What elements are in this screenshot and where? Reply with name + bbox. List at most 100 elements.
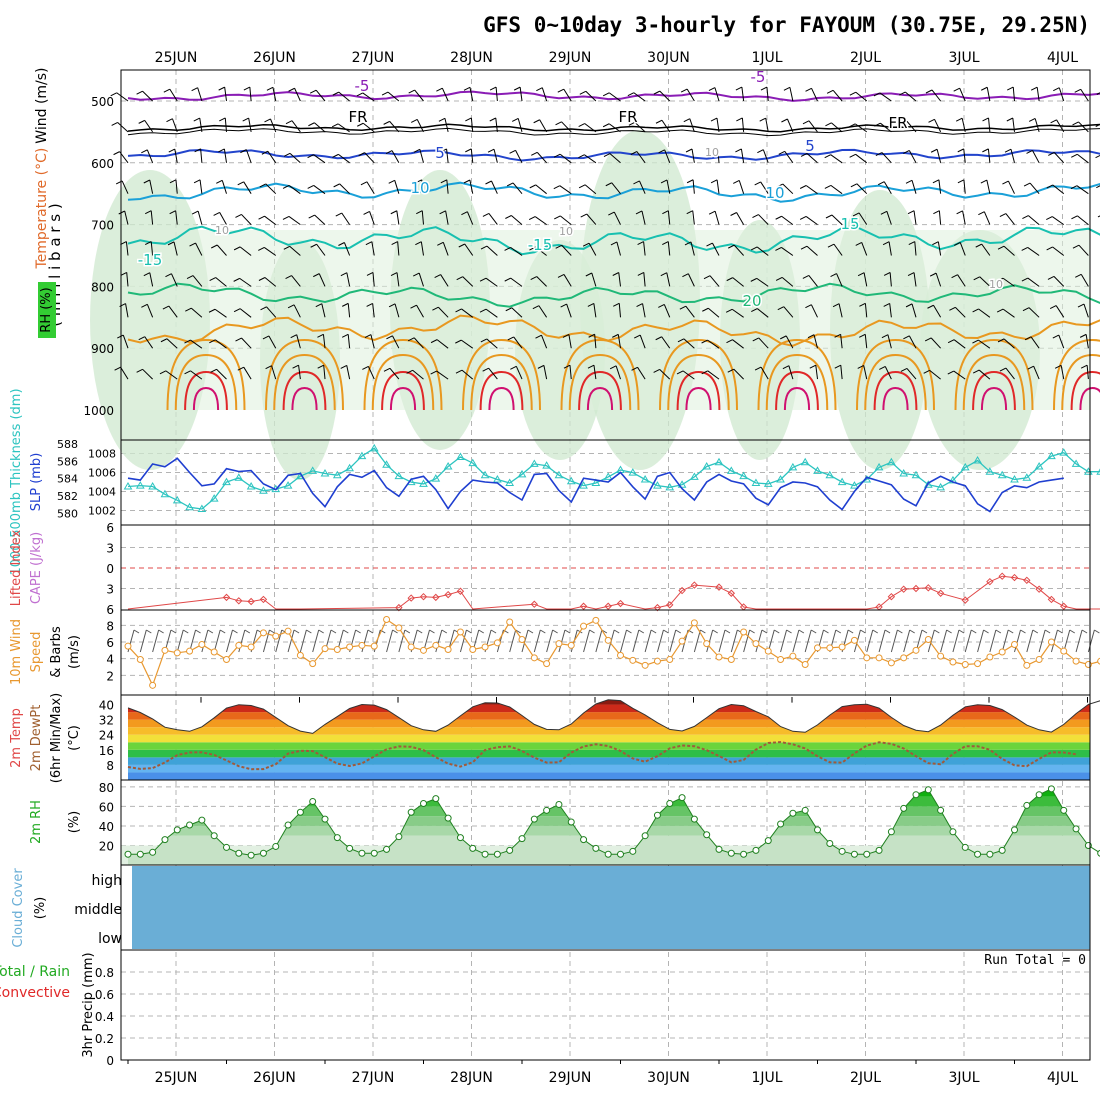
wind-barb (362, 92, 375, 102)
wind-barb (981, 243, 991, 256)
wind-barb (245, 149, 252, 163)
thickness-line-point (948, 475, 958, 484)
pressure-tick-label: 900 (91, 342, 114, 356)
wind10-barb (176, 629, 184, 653)
wind-barb-flag (653, 90, 661, 95)
wind-speed-line-point (346, 643, 354, 651)
wind-barb-flag (686, 179, 694, 184)
temp-contour-surface (783, 386, 811, 411)
wind-barb (618, 303, 621, 318)
wind-barb-flag (143, 272, 151, 277)
wind-barb (446, 148, 449, 163)
wind-barb (510, 246, 523, 256)
wind-barb-flag (927, 304, 934, 309)
wind-barb-flag (184, 339, 191, 344)
rh-line-point (900, 804, 908, 812)
date-label-top: 3JUL (948, 50, 979, 66)
wind-barb (806, 245, 818, 256)
cloud-level-middle: middle (74, 902, 122, 918)
wind-barb-flag (213, 211, 220, 216)
wind10-barb-flag (909, 629, 915, 634)
wind-barb (1078, 121, 1089, 133)
wind-barb-flag (883, 302, 890, 307)
wind-barb-flag (455, 339, 462, 344)
wind-barb (690, 241, 695, 256)
wind-barb-flag (996, 277, 1004, 282)
thickness-line-point (837, 477, 847, 486)
wind10-barb-flag (1007, 629, 1014, 634)
wind-barb (741, 117, 745, 132)
li-tick-label: 0 (106, 562, 114, 576)
wind-barb-flag (562, 333, 570, 338)
wind-speed-line-point (604, 636, 612, 644)
wind-barb-flag (832, 303, 840, 308)
wind-barb (216, 368, 227, 380)
contour-label: 10 (215, 224, 229, 237)
date-label-bottom: 25JUN (155, 1070, 198, 1086)
wind-barb-flag (825, 214, 833, 219)
wind-barb-flag (855, 241, 862, 246)
wind-speed-line-point (1097, 657, 1100, 665)
wind-barb (416, 119, 424, 133)
temp-ylabel-a: 2m Temp (9, 708, 24, 768)
contour-label: 5 (435, 144, 445, 162)
thickness-line-point (542, 461, 551, 469)
wind10-barb (533, 629, 541, 653)
wind-barb (987, 148, 991, 163)
wind10-barb-flag (146, 629, 152, 634)
wind-barb (806, 153, 818, 164)
wind-barb (933, 304, 942, 318)
wind-barb-flag (706, 242, 713, 247)
wind-barb (293, 304, 301, 318)
temp-color-band (128, 742, 1090, 750)
temp-contour-surface (192, 386, 220, 411)
wind-barb-flag (208, 308, 216, 313)
wind-barb (241, 337, 252, 349)
wind-barb-flag (310, 243, 317, 248)
rh-line-point (924, 786, 932, 794)
cape-ylabel-li: Lifted Index (9, 529, 24, 606)
wind-barb-flag (536, 87, 543, 92)
wind-barb (1005, 367, 1015, 380)
contour-label: FR (618, 108, 637, 126)
wind-barb-flag (1095, 154, 1100, 159)
temp-color-band (128, 749, 1090, 758)
wind-barb-flag (997, 245, 1005, 250)
wind-barb-flag (439, 210, 446, 215)
wind10-barb (583, 629, 591, 653)
date-label-top: 1JUL (751, 50, 782, 66)
wind-barb-flag (163, 88, 171, 93)
wind-barb (692, 210, 695, 225)
temp-tick-label: 24 (99, 729, 114, 743)
wind-barb-flag (237, 366, 245, 371)
wind-barb-flag (507, 336, 514, 341)
wind10-barb (989, 629, 997, 653)
wind-barb (717, 148, 720, 163)
wind-barb-flag (777, 306, 785, 311)
wind-barb (338, 91, 350, 102)
wind-barb-flag (628, 121, 636, 126)
wind-barb-flag (141, 303, 148, 308)
wind-barb-flag (899, 91, 906, 96)
wind-barb (197, 210, 203, 225)
wind-barb-flag (266, 86, 274, 91)
wind-barb (469, 179, 474, 194)
thickness-line-point (135, 481, 145, 489)
wind-barb-flag (309, 89, 317, 94)
wind-barb (584, 184, 597, 195)
wind-barb-flag (849, 91, 857, 96)
wind10-barb (866, 629, 874, 653)
wind-barb (781, 215, 794, 226)
wind-barb-flag (194, 148, 201, 153)
wind-barb-flag (655, 119, 663, 124)
date-label-bottom: 1JUL (751, 1070, 782, 1086)
wind-barb (142, 368, 153, 380)
wind-speed-line-point (1072, 657, 1080, 665)
wind-barb-flag (1047, 275, 1055, 280)
wind10-barb (632, 629, 640, 653)
wind10-barb (656, 629, 664, 653)
wind-barb-flag (827, 243, 835, 248)
wind-barb (758, 337, 769, 349)
wind-barb-flag (830, 273, 837, 277)
wind-barb-flag (553, 153, 561, 158)
